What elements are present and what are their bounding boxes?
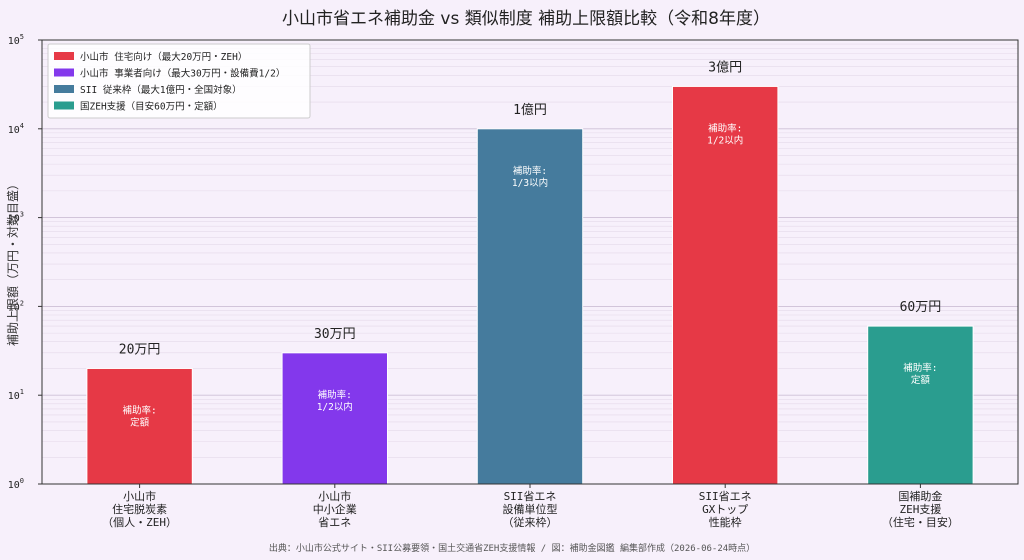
bar-rate-label: 補助率: [122,404,156,416]
bar [86,367,193,485]
x-tick-label: ZEH支援 [899,502,941,516]
bars-group [86,85,974,485]
legend-swatch [54,85,74,93]
legend: 小山市 住宅向け（最大20万円・ZEH） 小山市 事業者向け（最大30万円・設備費… [47,43,311,119]
x-tick-label: 省エネ [318,516,351,529]
bar-rate-label: 1/3以内 [512,177,548,189]
x-tick-label: SII省エネ [504,490,557,503]
bar [867,325,974,485]
legend-label: 小山市 住宅向け（最大20万円・ZEH） [80,51,247,63]
y-axis-ticks: 100 101 102 103 104 105 [8,33,42,491]
bar-rate-label: 補助率: [903,362,937,374]
legend-swatch [54,101,74,110]
x-tick-label: 小山市 [318,489,351,503]
y-tick-label: 100 [8,477,24,491]
x-axis-ticks: 小山市住宅脱炭素（個人・ZEH）小山市中小企業省エネSII省エネ設備単位型（従来… [102,484,959,529]
legend-label: 小山市 事業者向け（最大30万円・設備費1/2） [80,68,285,80]
y-tick-label: 104 [8,122,24,136]
x-tick-label: 設備単位型 [503,502,558,516]
bar-rate-label: 1/2以内 [707,134,743,146]
bar [671,85,779,485]
x-tick-label: （住宅・目安） [882,515,959,529]
bar-rate-label: 定額 [911,374,931,386]
x-tick-label: 住宅脱炭素 [112,502,167,516]
bar-value-label: 1億円 [513,102,547,118]
bar-rate-label: 定額 [130,416,150,428]
y-tick-label: 102 [8,299,24,313]
x-tick-label: 中小企業 [313,502,357,516]
y-tick-label: 103 [8,211,24,225]
bar-value-label: 60万円 [900,300,942,315]
y-axis-label: 補助上限額（万円・対数目盛） [5,178,20,346]
source-note: 出典：小山市公式サイト・SII公募要領・国土交通省ZEH支援情報 / 図：補助金… [269,542,755,554]
legend-label: SII 従来枠（最大1億円・全国対象） [80,84,242,96]
bar-rate-label: 1/2以内 [317,401,353,413]
legend-box [47,43,311,119]
bar-rate-label: 補助率: [318,389,352,401]
bar-value-label: 3億円 [708,59,742,75]
x-tick-label: SII省エネ [699,490,752,503]
x-tick-label: 国補助金 [898,489,942,503]
x-tick-label: 性能枠 [709,515,742,529]
bar-rate-label: 補助率: [513,165,547,177]
legend-swatch [54,68,74,77]
bar-rate-label: 補助率: [708,122,742,134]
chart-title: 小山市省エネ補助金 vs 類似制度 補助上限額比較（令和8年度） [282,9,770,29]
legend-swatch [54,52,74,60]
x-tick-label: GXトップ [702,503,748,516]
bar-value-label: 30万円 [314,327,356,342]
bar [476,128,584,485]
bar [281,352,389,485]
bar-value-label: 20万円 [119,342,161,357]
legend-label: 国ZEH支援（目安60万円・定額） [80,101,223,113]
y-tick-label: 101 [8,388,24,402]
x-tick-label: （従来枠） [503,515,558,529]
bar-labels-group: 20万円補助率:定額30万円補助率:1/2以内1億円補助率:1/3以内3億円補助… [119,59,941,428]
y-tick-label: 105 [8,33,24,47]
x-tick-label: 小山市 [123,489,156,503]
x-tick-label: （個人・ZEH） [102,516,177,529]
